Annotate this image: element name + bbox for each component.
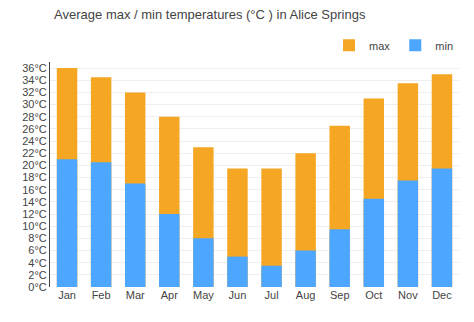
svg-text:max: max (369, 40, 390, 52)
svg-text:6°C: 6°C (28, 244, 47, 256)
svg-text:Oct: Oct (365, 289, 382, 301)
svg-text:16°C: 16°C (22, 184, 47, 196)
svg-text:Sep: Sep (330, 289, 350, 301)
svg-text:min: min (435, 40, 453, 52)
svg-text:36°C: 36°C (22, 62, 47, 74)
svg-text:Aug: Aug (296, 289, 316, 301)
svg-text:2°C: 2°C (28, 269, 47, 281)
svg-text:Feb: Feb (92, 289, 111, 301)
svg-text:Mar: Mar (126, 289, 145, 301)
svg-text:18°C: 18°C (22, 171, 47, 183)
svg-text:14°C: 14°C (22, 196, 47, 208)
svg-text:30°C: 30°C (22, 98, 47, 110)
svg-text:Apr: Apr (161, 289, 178, 301)
svg-text:Jan: Jan (58, 289, 76, 301)
svg-text:Nov: Nov (398, 289, 418, 301)
svg-text:Dec: Dec (432, 289, 452, 301)
svg-text:10°C: 10°C (22, 220, 47, 232)
svg-text:Jun: Jun (229, 289, 247, 301)
svg-text:Jul: Jul (265, 289, 279, 301)
svg-text:22°C: 22°C (22, 147, 47, 159)
svg-text:12°C: 12°C (22, 208, 47, 220)
svg-text:24°C: 24°C (22, 135, 47, 147)
svg-text:8°C: 8°C (28, 232, 47, 244)
svg-text:20°C: 20°C (22, 159, 47, 171)
svg-text:32°C: 32°C (22, 86, 47, 98)
svg-text:0°C: 0°C (28, 281, 47, 293)
svg-text:4°C: 4°C (28, 257, 47, 269)
svg-text:26°C: 26°C (22, 123, 47, 135)
svg-text:28°C: 28°C (22, 111, 47, 123)
svg-text:May: May (193, 289, 214, 301)
svg-text:34°C: 34°C (22, 74, 47, 86)
svg-text:Average max / min temperatures: Average max / min temperatures (°C ) in … (54, 7, 366, 22)
